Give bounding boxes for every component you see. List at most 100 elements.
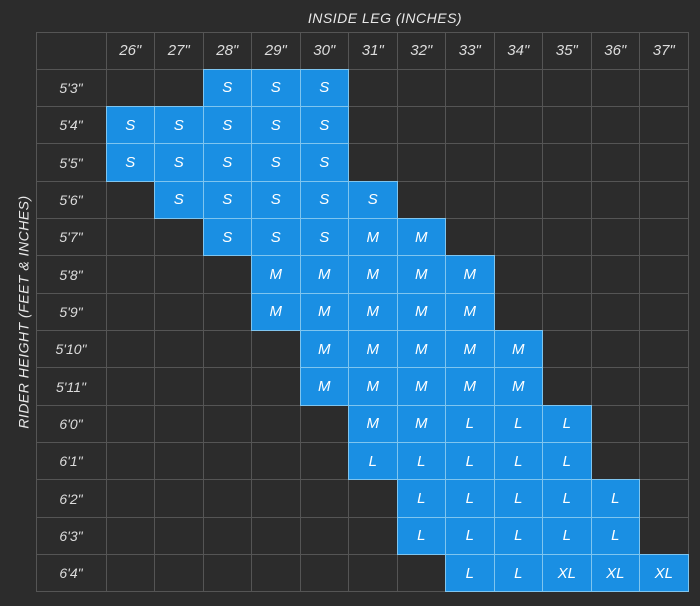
size-cell [639, 405, 689, 443]
size-cell [251, 442, 301, 480]
size-cell: M [348, 405, 398, 443]
row-header: 5'10" [36, 330, 107, 368]
column-header: 34" [494, 32, 544, 70]
size-cell: M [251, 255, 301, 293]
size-cell: XL [542, 554, 592, 592]
size-cell: M [397, 218, 447, 256]
size-cell [203, 255, 253, 293]
size-cell: S [106, 143, 156, 181]
size-cell [542, 367, 592, 405]
size-cell [639, 442, 689, 480]
size-cell [251, 330, 301, 368]
column-header: 30" [300, 32, 350, 70]
size-cell [203, 293, 253, 331]
size-cell [154, 69, 204, 107]
column-header: 27" [154, 32, 204, 70]
size-cell [494, 69, 544, 107]
size-cell: L [542, 405, 592, 443]
row-header: 5'7" [36, 218, 107, 256]
size-cell: S [300, 69, 350, 107]
row-header: 5'11" [36, 367, 107, 405]
size-cell [300, 554, 350, 592]
size-cell [106, 69, 156, 107]
size-cell: L [494, 554, 544, 592]
column-header: 32" [397, 32, 447, 70]
size-cell: S [300, 143, 350, 181]
size-cell [542, 143, 592, 181]
size-cell [106, 442, 156, 480]
size-cell: S [251, 218, 301, 256]
size-cell [397, 106, 447, 144]
size-cell [591, 293, 641, 331]
size-cell [300, 479, 350, 517]
size-cell [106, 479, 156, 517]
size-cell [300, 405, 350, 443]
size-cell: L [494, 442, 544, 480]
corner-cell [36, 32, 107, 70]
size-cell [348, 106, 398, 144]
size-cell [542, 106, 592, 144]
size-cell: S [203, 218, 253, 256]
size-cell [639, 517, 689, 555]
size-cell [203, 405, 253, 443]
size-cell: L [494, 405, 544, 443]
size-cell [542, 255, 592, 293]
size-cell: M [348, 293, 398, 331]
size-cell [251, 517, 301, 555]
size-cell: L [591, 479, 641, 517]
size-cell [591, 106, 641, 144]
size-cell: S [348, 181, 398, 219]
size-cell [154, 367, 204, 405]
size-cell: L [348, 442, 398, 480]
size-cell [445, 143, 495, 181]
size-cell: M [300, 330, 350, 368]
size-cell [494, 143, 544, 181]
size-cell: M [300, 367, 350, 405]
size-cell: L [397, 517, 447, 555]
size-cell [494, 181, 544, 219]
size-cell: XL [591, 554, 641, 592]
size-cell: M [397, 255, 447, 293]
size-cell [154, 442, 204, 480]
column-header: 33" [445, 32, 495, 70]
size-cell: M [397, 367, 447, 405]
row-header: 6'3" [36, 517, 107, 555]
size-cell [445, 69, 495, 107]
size-cell [348, 517, 398, 555]
size-cell [300, 442, 350, 480]
size-cell: M [445, 255, 495, 293]
size-cell [397, 69, 447, 107]
row-header: 5'6" [36, 181, 107, 219]
size-cell [639, 143, 689, 181]
size-cell [154, 255, 204, 293]
row-header: 6'4" [36, 554, 107, 592]
size-cell [591, 405, 641, 443]
size-cell [106, 293, 156, 331]
size-cell: S [154, 143, 204, 181]
size-cell: S [251, 181, 301, 219]
size-cell: L [445, 517, 495, 555]
size-cell [639, 106, 689, 144]
size-cell: M [300, 293, 350, 331]
size-cell [203, 479, 253, 517]
size-cell [397, 143, 447, 181]
size-cell [348, 479, 398, 517]
size-cell: M [348, 218, 398, 256]
size-cell: L [445, 554, 495, 592]
size-cell [494, 106, 544, 144]
size-cell: L [591, 517, 641, 555]
size-cell [154, 218, 204, 256]
size-cell: L [397, 479, 447, 517]
axis-left-label-container: RIDER HEIGHT (FEET & INCHES) [12, 32, 36, 592]
size-cell [639, 181, 689, 219]
column-header: 37" [639, 32, 689, 70]
size-cell [591, 143, 641, 181]
size-cell: M [300, 255, 350, 293]
size-cell [445, 181, 495, 219]
axis-left-label: RIDER HEIGHT (FEET & INCHES) [16, 195, 32, 428]
size-cell [591, 69, 641, 107]
size-cell: S [154, 181, 204, 219]
size-cell [542, 293, 592, 331]
size-cell [106, 517, 156, 555]
size-cell [203, 367, 253, 405]
